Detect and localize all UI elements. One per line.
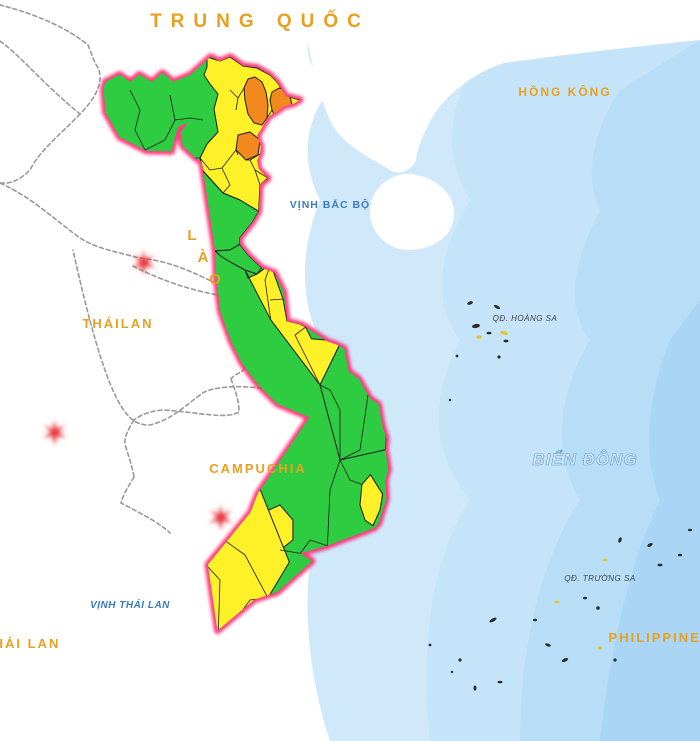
svg-text:PHILIPPINES: PHILIPPINES [609, 630, 700, 645]
svg-text:O: O [209, 271, 221, 288]
svg-text:QĐ. HOÀNG SA: QĐ. HOÀNG SA [493, 314, 558, 323]
svg-text:HỒNG KÔNG: HỒNG KÔNG [518, 84, 611, 99]
svg-text:QĐ. TRƯỜNG SA: QĐ. TRƯỜNG SA [564, 574, 635, 583]
svg-text:CAMPUCHIA: CAMPUCHIA [209, 461, 306, 476]
svg-text:VỊNH THÁI LAN: VỊNH THÁI LAN [90, 598, 170, 611]
svg-text:THÁI LAN: THÁI LAN [0, 636, 60, 651]
svg-text:VỊNH BẮC BỘ: VỊNH BẮC BỘ [290, 198, 370, 211]
svg-text:L: L [187, 227, 196, 244]
svg-text:À: À [198, 249, 209, 266]
svg-text:THÁILAN: THÁILAN [82, 316, 153, 331]
svg-text:BIỂN ĐÔNG: BIỂN ĐÔNG [532, 450, 637, 469]
svg-text:TRUNG QUỐC: TRUNG QUỐC [150, 10, 370, 32]
